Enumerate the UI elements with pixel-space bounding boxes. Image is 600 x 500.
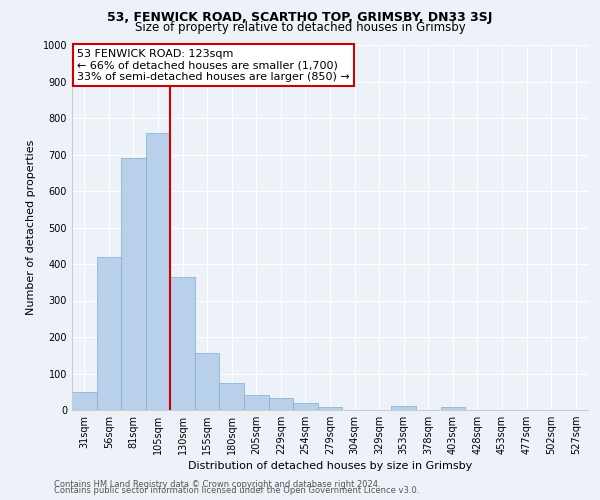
Bar — [220, 382, 244, 410]
Bar — [170, 277, 195, 410]
Bar — [97, 256, 121, 410]
Text: Contains HM Land Registry data © Crown copyright and database right 2024.: Contains HM Land Registry data © Crown c… — [54, 480, 380, 489]
Text: Contains public sector information licensed under the Open Government Licence v3: Contains public sector information licen… — [54, 486, 419, 495]
Y-axis label: Number of detached properties: Number of detached properties — [26, 140, 35, 315]
Bar — [318, 407, 342, 410]
Text: Size of property relative to detached houses in Grimsby: Size of property relative to detached ho… — [134, 22, 466, 35]
Bar — [121, 158, 146, 410]
Bar — [195, 354, 220, 410]
Bar — [269, 398, 293, 410]
Text: 53, FENWICK ROAD, SCARTHO TOP, GRIMSBY, DN33 3SJ: 53, FENWICK ROAD, SCARTHO TOP, GRIMSBY, … — [107, 11, 493, 24]
Bar — [391, 406, 416, 410]
Bar — [146, 132, 170, 410]
Bar — [72, 392, 97, 410]
Bar — [440, 407, 465, 410]
Bar — [244, 394, 269, 410]
X-axis label: Distribution of detached houses by size in Grimsby: Distribution of detached houses by size … — [188, 462, 472, 471]
Bar — [293, 404, 318, 410]
Text: 53 FENWICK ROAD: 123sqm
← 66% of detached houses are smaller (1,700)
33% of semi: 53 FENWICK ROAD: 123sqm ← 66% of detache… — [77, 48, 350, 82]
